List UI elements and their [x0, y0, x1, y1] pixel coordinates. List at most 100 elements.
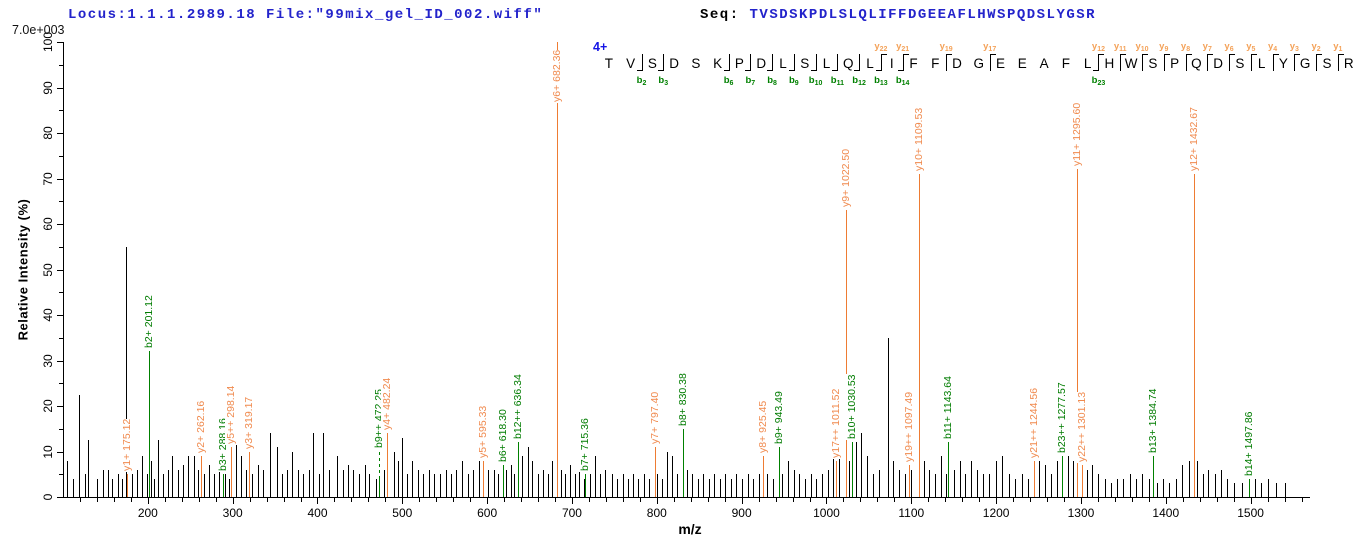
- ladder-residue: L: [1257, 56, 1266, 71]
- ladder-residue: G: [1299, 56, 1311, 71]
- ion-peak-b13+: [1152, 456, 1154, 497]
- x-minor-tick: [249, 498, 251, 502]
- ion-peak-b9++: [378, 478, 380, 497]
- peak: [599, 474, 601, 497]
- b-hook: [745, 70, 751, 71]
- y-minor-tick: [59, 383, 63, 385]
- ladder-residue: S: [1235, 56, 1245, 71]
- peak: [644, 474, 646, 497]
- peak: [970, 460, 972, 497]
- ion-label-text: y10+ 1109.53: [913, 107, 926, 172]
- x-tick-label: 1100: [898, 506, 925, 520]
- x-minor-tick: [1199, 498, 1201, 502]
- peak: [687, 469, 689, 497]
- ion-label-text: y11+ 1295.60: [1071, 103, 1084, 168]
- peak: [213, 474, 215, 497]
- x-minor-tick: [928, 498, 930, 502]
- cleavage-bar: [1185, 54, 1187, 71]
- y-hook: [947, 54, 953, 55]
- y-tick-text: 10: [41, 444, 55, 459]
- ladder-b-label: b13: [874, 75, 888, 87]
- x-minor-tick: [283, 498, 285, 502]
- ion-peak-b6+: [502, 465, 504, 497]
- cleavage-bar: [663, 54, 665, 71]
- peak: [1157, 483, 1159, 497]
- peak: [208, 465, 210, 497]
- peak: [633, 474, 635, 497]
- ladder-residue: T: [604, 56, 613, 71]
- peak: [666, 451, 668, 497]
- y-hook: [1230, 54, 1236, 55]
- ion-label-text: b23++ 1277.57: [1055, 382, 1068, 455]
- x-minor-tick: [724, 498, 726, 502]
- cleavage-bar: [837, 54, 839, 71]
- peak: [1130, 474, 1132, 497]
- x-major-tick: [402, 498, 404, 504]
- peak: [141, 456, 143, 497]
- ladder-b-label: b12: [852, 75, 866, 87]
- peak: [1039, 460, 1041, 497]
- ladder-residue: R: [1343, 56, 1354, 71]
- peak: [538, 474, 540, 497]
- ion-peak-b23++: [1061, 456, 1063, 497]
- ion-peak-b2+: [148, 351, 150, 497]
- peak: [258, 465, 260, 497]
- x-minor-tick: [419, 498, 421, 502]
- b-hook: [767, 70, 773, 71]
- y-major-tick: [57, 178, 63, 180]
- x-minor-tick: [538, 498, 540, 502]
- peak: [735, 474, 737, 497]
- ion-peak-b9+: [778, 446, 780, 497]
- x-minor-tick: [1131, 498, 1133, 502]
- x-tick-label: 500: [392, 506, 413, 520]
- y-hook: [1099, 54, 1105, 55]
- peak: [1220, 469, 1222, 497]
- ladder-residue: F: [1061, 56, 1070, 71]
- peak: [498, 474, 500, 497]
- peak: [125, 246, 127, 497]
- y-hook: [1273, 54, 1279, 55]
- peak: [450, 474, 452, 497]
- ladder-b-label: b8: [767, 75, 777, 87]
- peak: [252, 474, 254, 497]
- b-hook: [832, 70, 838, 71]
- y-tick-text: 60: [41, 217, 55, 231]
- x-minor-tick: [792, 498, 794, 502]
- x-tick-label: 200: [137, 506, 158, 520]
- peak: [455, 469, 457, 497]
- ion-peak-b3+: [222, 474, 224, 497]
- peak: [136, 469, 138, 497]
- ion-label-text: y6+ 682.36: [551, 49, 563, 103]
- x-minor-tick: [470, 498, 472, 502]
- peak: [102, 469, 104, 497]
- peak: [1267, 478, 1269, 497]
- ladder-residue: I: [889, 56, 894, 71]
- ladder-residue: A: [1039, 56, 1049, 71]
- peak: [714, 474, 716, 497]
- x-minor-tick: [1047, 498, 1049, 502]
- cleavage-bar: [1316, 54, 1318, 71]
- x-tick-label: 600: [477, 506, 498, 520]
- peak: [1260, 483, 1262, 497]
- peak: [811, 474, 813, 497]
- ion-peak-y5+: [483, 460, 485, 497]
- y-major-tick: [57, 42, 63, 43]
- peak: [203, 474, 205, 497]
- x-minor-tick: [1030, 498, 1032, 502]
- ion-peak-y17++: [836, 460, 838, 497]
- peak: [605, 469, 607, 497]
- ladder-b-label: b23: [1091, 75, 1106, 87]
- ion-label-text: b11+ 1143.64: [942, 376, 955, 441]
- peak: [773, 478, 775, 497]
- peak: [168, 469, 170, 497]
- x-minor-tick: [588, 498, 590, 502]
- ion-peak-y1+: [126, 474, 128, 497]
- peak: [329, 469, 331, 497]
- ladder-residue: S: [1322, 56, 1332, 71]
- y-hook: [1186, 54, 1192, 55]
- ladder-y-label: y4: [1267, 41, 1278, 53]
- peak: [1276, 483, 1278, 497]
- peak: [661, 478, 663, 497]
- peak: [1148, 478, 1150, 497]
- peak: [219, 469, 221, 497]
